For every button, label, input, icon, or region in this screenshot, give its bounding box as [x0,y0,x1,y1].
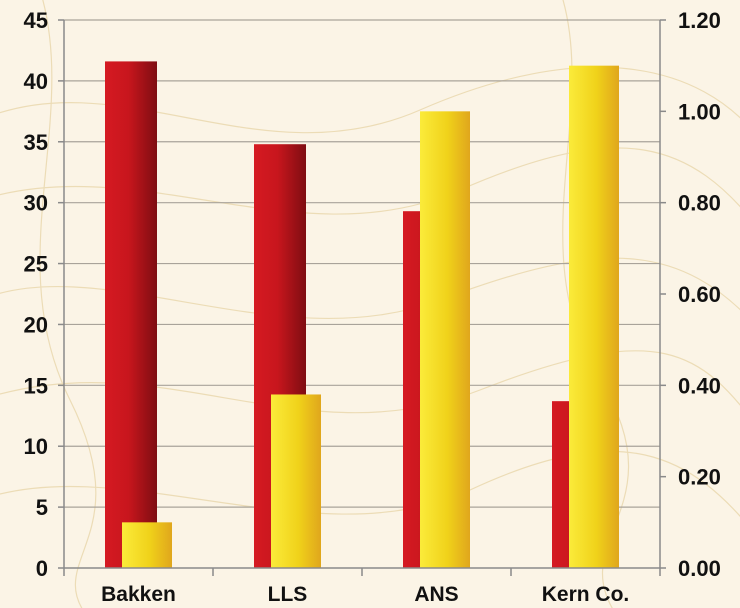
left-tick-label: 25 [24,252,48,277]
right-tick-label: 0.80 [678,191,721,216]
bar-left-bakken [105,61,157,568]
right-tick-label: 0.40 [678,373,721,398]
left-tick-label: 15 [24,373,48,398]
bar-right-ans [420,111,470,568]
contour-line [40,0,96,608]
right-tick-label: 1.00 [678,99,721,124]
right-tick-label: 0.60 [678,282,721,307]
left-tick-label: 0 [36,556,48,581]
category-label: Kern Co. [542,583,630,606]
right-tick-label: 0.00 [678,556,721,581]
bars [105,61,619,568]
left-tick-label: 20 [24,312,48,337]
category-label: ANS [414,583,458,606]
left-tick-label: 5 [36,495,48,520]
right-tick-label: 0.20 [678,465,721,490]
left-tick-label: 40 [24,69,48,94]
left-tick-label: 10 [24,434,48,459]
bar-right-kern-co- [569,66,619,568]
left-tick-label: 45 [24,8,48,33]
left-tick-label: 30 [24,191,48,216]
right-tick-label: 1.20 [678,8,721,33]
bar-right-bakken [122,522,172,568]
category-label: LLS [268,583,308,606]
left-tick-label: 35 [24,130,48,155]
bar-right-lls [271,394,321,568]
category-label: Bakken [101,583,176,606]
